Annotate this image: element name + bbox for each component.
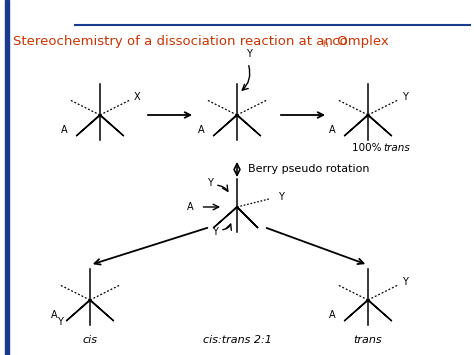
Polygon shape [90,300,114,321]
Polygon shape [237,115,261,136]
Polygon shape [368,300,392,321]
Text: h: h [322,40,328,49]
Polygon shape [344,115,368,136]
Text: trans: trans [383,143,410,153]
Text: Stereochemistry of a dissociation reaction at an O: Stereochemistry of a dissociation reacti… [13,35,347,48]
Polygon shape [213,207,237,228]
Text: Y: Y [246,49,252,59]
Polygon shape [66,300,90,321]
Text: Y: Y [207,178,213,188]
Text: A: A [61,125,68,135]
Text: A: A [51,310,58,321]
Polygon shape [368,115,392,136]
Text: A: A [187,202,193,212]
Polygon shape [76,115,100,136]
Polygon shape [344,300,368,321]
Text: cis:trans 2:1: cis:trans 2:1 [202,335,272,345]
Text: complex: complex [328,35,389,48]
Text: Y: Y [57,317,63,327]
Text: X: X [134,92,140,102]
Text: 100%: 100% [352,143,385,153]
Polygon shape [237,207,258,228]
Text: Y: Y [278,192,284,202]
Text: Y: Y [212,227,218,237]
Text: A: A [198,125,205,135]
Polygon shape [213,115,237,136]
Polygon shape [100,115,124,136]
Text: A: A [329,310,336,321]
Text: trans: trans [354,335,383,345]
Text: A: A [329,125,336,135]
Text: cis: cis [82,335,98,345]
Text: Y: Y [401,92,408,102]
Bar [5,0,9,355]
Text: Berry pseudo rotation: Berry pseudo rotation [248,164,370,174]
Text: Y: Y [401,277,408,287]
